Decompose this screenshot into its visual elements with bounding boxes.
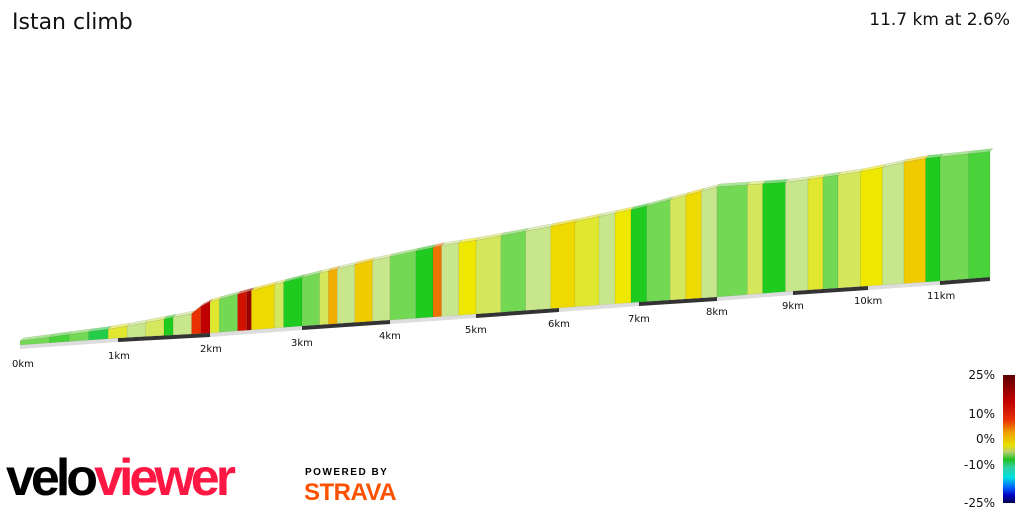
gradient-segment [598,212,616,306]
elevation-chart: 0km 1km 2km 3km 4km 5km 6km 7km 8km 9km 10km 11km [12,148,994,370]
gradient-segment [415,247,434,319]
gradient-segment [163,317,174,336]
distance-tick-label: 9km [782,301,804,312]
gradient-segment [968,151,991,279]
distance-base-segment [476,308,559,318]
gradient-segment [319,270,329,326]
climb-summary: 11.7 km at 2.6% [869,10,1010,30]
gradient-segment [432,245,442,318]
page-title: Istan climb [12,10,133,35]
distance-base-segment [868,281,940,290]
distance-base-segment [118,333,210,342]
gradient-segment [822,174,839,290]
legend-label-minus25: -25% [963,496,995,510]
gradient-segment [860,167,883,287]
distance-tick-label: 7km [628,314,650,325]
distance-tick-label: 8km [706,307,728,318]
gradient-segment [762,181,786,294]
legend-label-minus10: -10% [963,458,995,472]
gradient-segment [200,301,211,334]
distance-base-segment [559,302,639,312]
gradient-segment [246,290,252,331]
distance-base-segment [639,297,717,306]
distance-tick-label: 11km [927,291,955,302]
gradient-segment [274,281,284,329]
gradient-segment [336,264,356,324]
gradient-segment [747,183,763,295]
distance-base-segment [20,338,118,349]
distance-tick-label: 6km [548,319,570,330]
gradient-segment [669,195,687,301]
gradient-segment [209,298,220,334]
gradient-segment [354,260,373,323]
distance-tick-label: 0km [12,359,34,370]
gradient-segment [441,242,460,317]
powered-by-label: POWERED BY [305,467,389,478]
gradient-segment [218,293,238,333]
distance-tick-label: 10km [854,296,882,307]
legend-label-10: 10% [968,407,995,421]
gradient-segment [574,216,600,308]
gradient-segment [458,240,477,316]
distance-tick-label: 2km [200,344,222,355]
gradient-segment [525,226,551,311]
strava-logo: STRAVA [304,479,397,506]
gradient-segment [646,199,671,302]
gradient-segment [301,272,320,327]
gradient-segment [701,186,718,299]
distance-tick-label: 4km [379,331,401,342]
distance-tick-label: 3km [291,338,313,349]
gradient-segment [785,179,809,292]
legend-label-0: 0% [975,432,995,446]
gradient-segment [614,209,632,305]
veloviewer-logo: veloviewer [6,449,236,507]
gradient-legend-bar [1003,375,1015,503]
gradient-segment [237,291,248,332]
distance-base-segment [717,291,793,301]
distance-base-segment [390,314,476,324]
legend-label-25: 25% [968,368,995,382]
gradient-segment [372,256,391,322]
gradient-segment [630,205,648,303]
gradient-segment [925,156,941,283]
gradient-segment [550,221,576,309]
gradient-segment [251,284,275,331]
gradient-segment [882,162,905,286]
gradient-segment [807,176,824,291]
gradient-segment [500,230,527,313]
gradient-segment [685,190,702,300]
distance-base-segment [210,326,302,337]
gradient-segment [283,277,303,328]
gradient-segment [191,306,202,335]
gradient-segment [328,268,338,325]
gradient-segment [716,184,748,298]
gradient-segment [475,235,502,315]
distance-tick-label: 1km [108,351,130,362]
gradient-segment-top [967,148,994,155]
gradient-segment [903,158,926,284]
gradient-segment [837,171,861,289]
distance-tick-label: 5km [465,325,487,336]
gradient-segment [389,250,417,321]
gradient-segment [939,153,969,282]
distance-base-segment [793,286,868,295]
distance-base-segment [302,320,390,330]
distance-base-segment [940,277,990,285]
